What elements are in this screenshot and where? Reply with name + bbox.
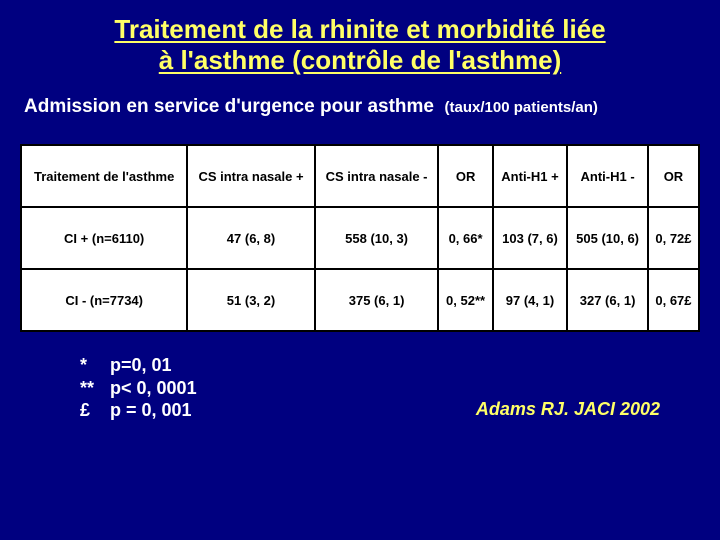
table-row: CI - (n=7734) 51 (3, 2) 375 (6, 1) 0, 52… bbox=[21, 269, 699, 331]
subtitle-main: Admission en service d'urgence pour asth… bbox=[24, 96, 434, 117]
footnote-value: p< 0, 0001 bbox=[110, 377, 197, 400]
table-header-cell: Anti-H1 - bbox=[567, 145, 648, 207]
table-cell: 47 (6, 8) bbox=[187, 207, 314, 269]
footnote-symbol: * bbox=[80, 354, 94, 377]
title-line-2: à l'asthme (contrôle de l'asthme) bbox=[159, 45, 561, 75]
table-cell: 558 (10, 3) bbox=[315, 207, 439, 269]
table-header-cell: OR bbox=[438, 145, 492, 207]
table-cell: 0, 72£ bbox=[648, 207, 699, 269]
table-row: CI + (n=6110) 47 (6, 8) 558 (10, 3) 0, 6… bbox=[21, 207, 699, 269]
slide-subtitle: Admission en service d'urgence pour asth… bbox=[0, 82, 720, 122]
table-cell: 505 (10, 6) bbox=[567, 207, 648, 269]
footnote-value: p = 0, 001 bbox=[110, 399, 197, 422]
footnote-symbol: £ bbox=[80, 399, 94, 422]
table-cell: 327 (6, 1) bbox=[567, 269, 648, 331]
footnote-symbol: ** bbox=[80, 377, 94, 400]
table-cell: CI + (n=6110) bbox=[21, 207, 187, 269]
table-header-cell: CS intra nasale - bbox=[315, 145, 439, 207]
table-cell: CI - (n=7734) bbox=[21, 269, 187, 331]
footnote-symbols: * ** £ bbox=[80, 354, 94, 422]
citation: Adams RJ. JACI 2002 bbox=[476, 399, 660, 420]
footnotes-row: * ** £ p=0, 01 p< 0, 0001 p = 0, 001 Ada… bbox=[0, 354, 720, 422]
footnote-values: p=0, 01 p< 0, 0001 p = 0, 001 bbox=[110, 354, 197, 422]
table-cell: 51 (3, 2) bbox=[187, 269, 314, 331]
table-header-cell: Traitement de l'asthme bbox=[21, 145, 187, 207]
table-cell: 0, 52** bbox=[438, 269, 492, 331]
table-header-cell: Anti-H1 + bbox=[493, 145, 568, 207]
footnote-value: p=0, 01 bbox=[110, 354, 197, 377]
table-cell: 375 (6, 1) bbox=[315, 269, 439, 331]
table-header-cell: OR bbox=[648, 145, 699, 207]
table-header-cell: CS intra nasale + bbox=[187, 145, 314, 207]
table-cell: 103 (7, 6) bbox=[493, 207, 568, 269]
table-cell: 0, 66* bbox=[438, 207, 492, 269]
slide-title: Traitement de la rhinite et morbidité li… bbox=[0, 0, 720, 82]
footnotes-left: * ** £ p=0, 01 p< 0, 0001 p = 0, 001 bbox=[80, 354, 197, 422]
table-cell: 0, 67£ bbox=[648, 269, 699, 331]
title-line-1: Traitement de la rhinite et morbidité li… bbox=[114, 14, 605, 44]
table-header-row: Traitement de l'asthme CS intra nasale +… bbox=[21, 145, 699, 207]
subtitle-paren: (taux/100 patients/an) bbox=[445, 99, 598, 116]
table-cell: 97 (4, 1) bbox=[493, 269, 568, 331]
data-table: Traitement de l'asthme CS intra nasale +… bbox=[20, 144, 700, 332]
